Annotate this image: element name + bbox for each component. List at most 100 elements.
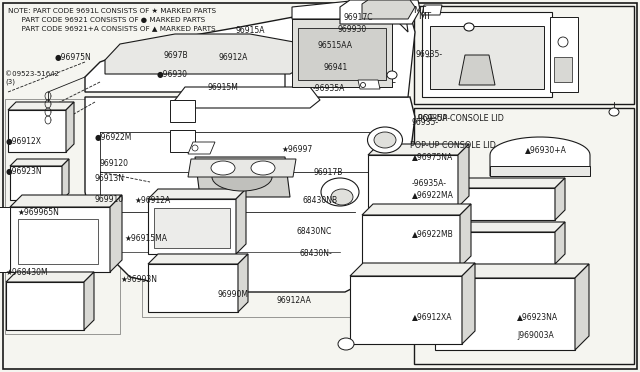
Polygon shape	[105, 34, 310, 74]
Polygon shape	[490, 166, 590, 176]
Text: 969120: 969120	[99, 159, 128, 168]
Polygon shape	[8, 102, 74, 110]
Text: 96917C: 96917C	[344, 13, 373, 22]
Polygon shape	[350, 276, 462, 344]
Text: ★96912A: ★96912A	[134, 196, 171, 205]
Polygon shape	[358, 80, 380, 89]
Ellipse shape	[321, 178, 359, 206]
Polygon shape	[450, 222, 565, 232]
Text: 96515AA: 96515AA	[317, 41, 353, 50]
Polygon shape	[450, 188, 555, 220]
Bar	[414, 6, 634, 104]
Bar	[170, 130, 195, 152]
Text: 68430NC: 68430NC	[296, 227, 332, 236]
Polygon shape	[6, 272, 94, 282]
Polygon shape	[292, 0, 408, 32]
Text: 96935-: 96935-	[412, 118, 438, 126]
Polygon shape	[188, 142, 215, 154]
Polygon shape	[175, 87, 320, 108]
Bar	[414, 108, 634, 364]
Bar	[292, 19, 392, 87]
Polygon shape	[422, 5, 442, 15]
Polygon shape	[450, 178, 565, 188]
Text: NOTE: PART CODE 9691L CONSISTS OF ★ MARKED PARTS
      PART CODE 96921 CONSISTS : NOTE: PART CODE 9691L CONSISTS OF ★ MARK…	[8, 8, 216, 31]
Text: J969003A: J969003A	[517, 331, 554, 340]
Text: ●96923N: ●96923N	[5, 167, 42, 176]
Ellipse shape	[387, 71, 397, 79]
Polygon shape	[148, 254, 248, 264]
Ellipse shape	[367, 127, 403, 153]
Text: ●96930: ●96930	[157, 70, 188, 79]
Bar	[554, 57, 572, 82]
Polygon shape	[10, 207, 110, 272]
Polygon shape	[362, 0, 415, 19]
Polygon shape	[0, 207, 10, 272]
Text: ●96975N: ●96975N	[54, 53, 91, 62]
Ellipse shape	[192, 145, 198, 151]
Polygon shape	[458, 144, 469, 207]
Text: ▲96975NA: ▲96975NA	[412, 153, 453, 161]
Polygon shape	[10, 159, 69, 166]
Polygon shape	[10, 166, 62, 200]
Polygon shape	[368, 144, 469, 155]
Text: 969930: 969930	[338, 25, 367, 34]
Bar	[142, 122, 352, 317]
Polygon shape	[435, 278, 575, 350]
Polygon shape	[368, 155, 458, 207]
Text: POP-UP CONSOLE LID: POP-UP CONSOLE LID	[418, 114, 504, 123]
Text: ★968430M: ★968430M	[5, 268, 48, 277]
Text: 9697B: 9697B	[163, 51, 188, 60]
Text: 68430N-: 68430N-	[300, 249, 332, 258]
Ellipse shape	[211, 161, 235, 175]
Ellipse shape	[212, 163, 272, 191]
Text: ▲96912XA: ▲96912XA	[412, 312, 452, 321]
Polygon shape	[148, 199, 236, 254]
Ellipse shape	[331, 189, 353, 205]
Bar	[154, 208, 230, 248]
Polygon shape	[85, 12, 395, 92]
Text: POP-UP CONSOLE LID: POP-UP CONSOLE LID	[410, 141, 495, 150]
Polygon shape	[8, 110, 66, 152]
Text: ●96912X: ●96912X	[5, 137, 41, 146]
Polygon shape	[435, 264, 589, 278]
Polygon shape	[362, 204, 471, 215]
Text: 96913N: 96913N	[95, 174, 125, 183]
Text: ▲96930+A: ▲96930+A	[525, 145, 566, 154]
Text: ★96993N: ★96993N	[120, 275, 157, 284]
Text: MT: MT	[418, 12, 431, 21]
Polygon shape	[285, 7, 415, 97]
Text: -96935A-: -96935A-	[416, 113, 451, 122]
Text: ▲96923NA: ▲96923NA	[517, 312, 558, 321]
Text: 96917B: 96917B	[314, 169, 343, 177]
Polygon shape	[460, 204, 471, 267]
Text: ▲96922MB: ▲96922MB	[412, 229, 454, 238]
Text: -96935A: -96935A	[312, 84, 345, 93]
Polygon shape	[490, 137, 590, 176]
Polygon shape	[10, 195, 122, 207]
Bar	[5, 99, 120, 334]
Text: ★96915MA: ★96915MA	[125, 234, 168, 243]
Text: 969910: 969910	[95, 195, 124, 203]
Text: 68430NB: 68430NB	[302, 196, 337, 205]
Text: 96915M: 96915M	[208, 83, 239, 92]
Polygon shape	[555, 222, 565, 264]
Bar	[430, 26, 544, 89]
Text: ★96997: ★96997	[282, 145, 313, 154]
Text: ★969965N: ★969965N	[18, 208, 60, 217]
Polygon shape	[555, 178, 565, 220]
Polygon shape	[450, 232, 555, 264]
Polygon shape	[575, 264, 589, 350]
Text: 96935-: 96935-	[416, 49, 443, 58]
Text: 96912A: 96912A	[219, 53, 248, 62]
Polygon shape	[84, 272, 94, 330]
Text: ©09523-51642
(3): ©09523-51642 (3)	[5, 71, 59, 85]
Polygon shape	[236, 189, 246, 254]
Polygon shape	[340, 0, 420, 24]
Text: 96915A: 96915A	[236, 26, 265, 35]
Ellipse shape	[360, 83, 365, 87]
Ellipse shape	[251, 161, 275, 175]
Polygon shape	[350, 263, 475, 276]
Polygon shape	[110, 195, 122, 272]
Bar	[550, 17, 578, 92]
Polygon shape	[6, 282, 84, 330]
